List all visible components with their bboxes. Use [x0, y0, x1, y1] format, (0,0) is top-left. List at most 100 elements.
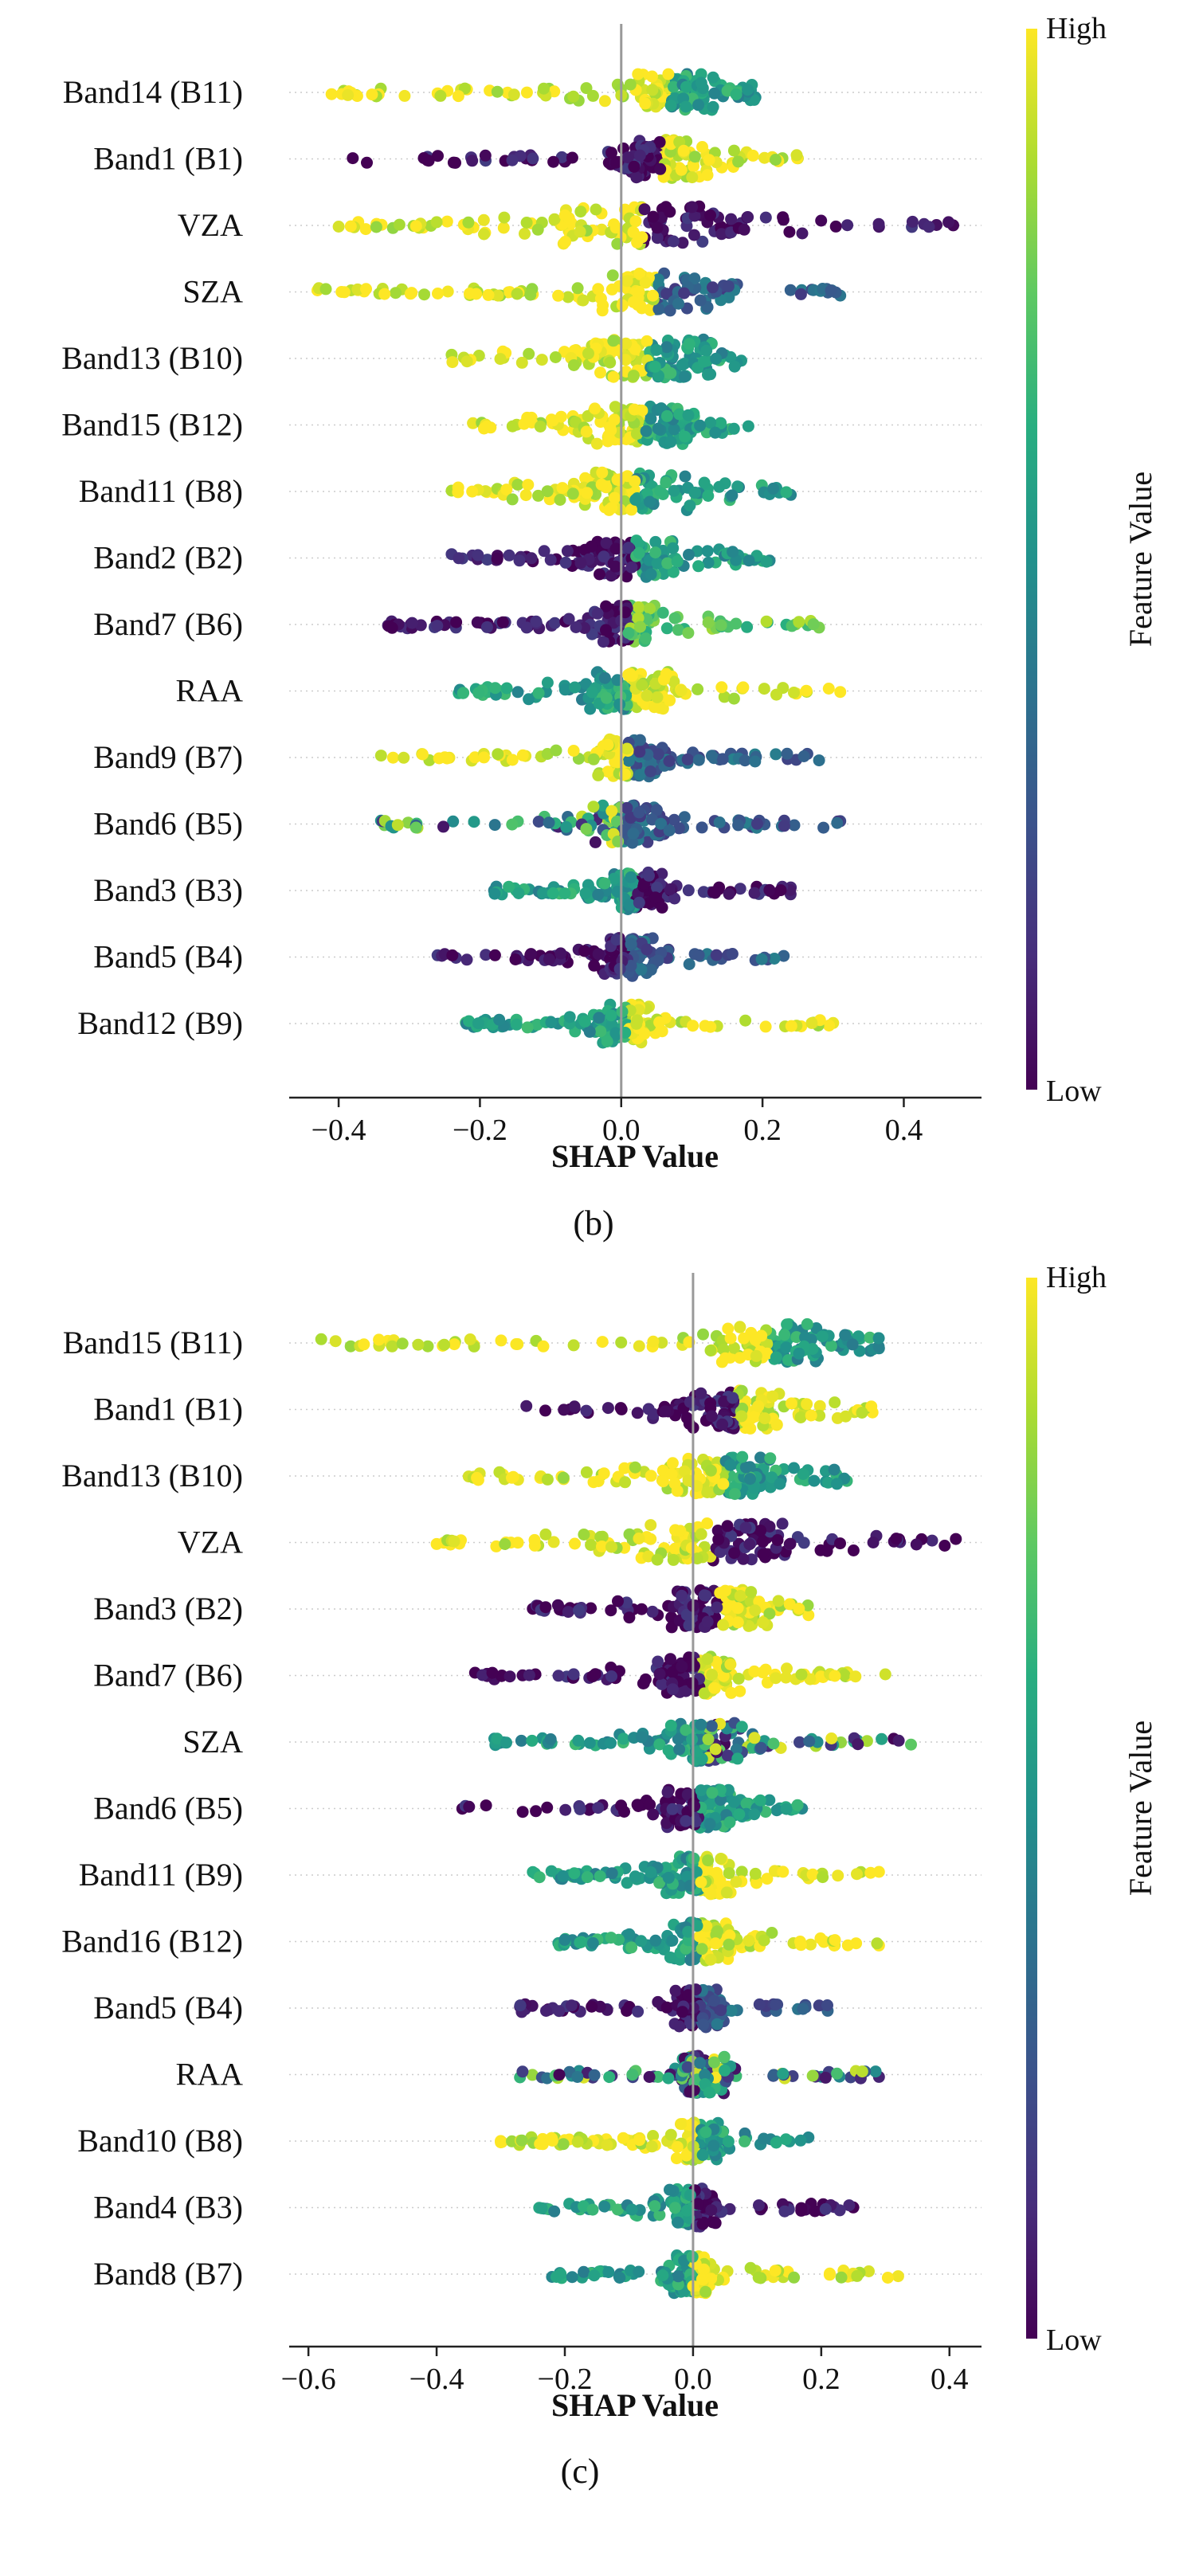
- shap-point: [506, 420, 519, 433]
- shap-point: [753, 1998, 766, 2010]
- shap-point: [701, 545, 714, 558]
- shap-point: [758, 2132, 770, 2145]
- shap-point: [544, 554, 557, 566]
- shap-point: [569, 1537, 581, 1550]
- shap-point: [634, 621, 646, 633]
- shap-point: [646, 84, 659, 96]
- shap-point: [725, 213, 738, 225]
- shap-point: [790, 1331, 803, 1344]
- feature-label: RAA: [176, 673, 244, 709]
- shap-point: [531, 223, 544, 236]
- shap-point: [832, 1869, 844, 1882]
- shap-point: [645, 413, 657, 425]
- shap-point: [500, 483, 513, 496]
- shap-point: [764, 1481, 777, 1494]
- shap-point: [799, 1331, 812, 1344]
- shap-point: [708, 87, 721, 100]
- shap-point: [361, 156, 373, 169]
- shap-point: [744, 1595, 757, 1607]
- shap-point: [631, 1407, 644, 1419]
- shap-point: [589, 402, 601, 415]
- feature-label: Band11 (B9): [79, 1857, 243, 1893]
- shap-point: [543, 953, 555, 965]
- shap-point: [641, 836, 654, 848]
- shap-point: [665, 1468, 678, 1480]
- shap-point: [726, 489, 739, 502]
- shap-point: [592, 283, 605, 296]
- shap-point: [520, 1400, 533, 1412]
- shap-point: [672, 1732, 684, 1745]
- shap-point: [344, 220, 357, 233]
- shap-point: [856, 2065, 868, 2078]
- shap-point: [478, 751, 490, 764]
- shap-point: [562, 613, 575, 625]
- shap-point: [708, 1681, 721, 1694]
- shap-point: [552, 1670, 565, 1682]
- shap-point: [684, 1880, 696, 1892]
- feature-swarm: [431, 932, 790, 982]
- shap-point: [704, 368, 717, 381]
- shap-point: [598, 2200, 611, 2213]
- shap-point: [680, 2204, 693, 2217]
- shap-point: [613, 962, 626, 975]
- shap-point: [668, 2202, 681, 2214]
- shap-point: [578, 1529, 590, 1541]
- shap-point: [651, 1553, 664, 1566]
- shap-point: [561, 545, 574, 558]
- shap-point: [404, 288, 417, 300]
- shap-point: [623, 1928, 636, 1940]
- shap-point: [698, 1687, 711, 1700]
- shap-point: [446, 949, 459, 961]
- shap-point: [734, 883, 746, 895]
- shap-point: [662, 1744, 675, 1756]
- shap-point: [532, 816, 545, 828]
- shap-point: [647, 289, 659, 302]
- shap-point: [697, 355, 710, 368]
- shap-point: [653, 1877, 666, 1889]
- shap-point: [386, 621, 398, 634]
- shap-point: [466, 155, 479, 167]
- shap-point: [805, 1409, 817, 1422]
- shap-point: [627, 370, 640, 382]
- shap-point: [778, 820, 790, 832]
- shap-point: [735, 1865, 748, 1878]
- shap-point: [710, 949, 723, 961]
- shap-point: [910, 1538, 923, 1551]
- shap-point: [680, 1608, 693, 1621]
- shap-point: [602, 2266, 615, 2278]
- shap-point: [494, 353, 507, 366]
- shap-point: [748, 1732, 761, 1744]
- shap-point: [366, 88, 378, 101]
- shap-point: [700, 1920, 713, 1932]
- shap-point: [777, 1865, 790, 1878]
- shap-point: [856, 1407, 868, 1419]
- shap-point: [594, 1025, 607, 1038]
- shap-point: [723, 887, 735, 900]
- shap-point: [617, 824, 629, 836]
- shap-point: [720, 1886, 733, 1899]
- shap-point: [567, 90, 580, 103]
- shap-point: [704, 209, 716, 221]
- shap-point: [722, 1322, 735, 1335]
- shap-point: [679, 430, 692, 443]
- shap-point: [675, 163, 688, 176]
- shap-point: [613, 2272, 626, 2284]
- shap-point: [664, 2183, 676, 2196]
- shap-point: [645, 568, 657, 581]
- shap-point: [581, 487, 594, 499]
- shap-point: [767, 482, 780, 495]
- shap-point: [541, 1473, 554, 1486]
- shap-point: [869, 2065, 882, 2078]
- shap-point: [586, 1937, 599, 1949]
- shap-point: [645, 2140, 658, 2153]
- shap-point: [691, 1552, 703, 1565]
- shap-point: [763, 883, 776, 896]
- shap-point: [754, 1525, 767, 1537]
- shap-point: [472, 1017, 484, 1030]
- shap-point: [734, 1321, 746, 1333]
- shap-point: [905, 1738, 917, 1751]
- shap-point: [664, 2128, 677, 2141]
- shap-point: [617, 2132, 629, 2144]
- shap-point: [652, 422, 664, 435]
- shap-point: [704, 1345, 717, 1357]
